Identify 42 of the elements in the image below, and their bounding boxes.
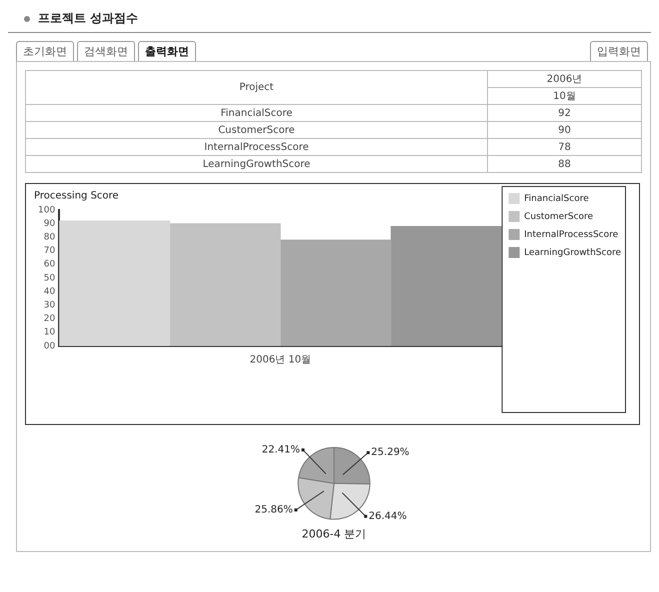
chart-title: Processing Score — [34, 190, 119, 202]
text: 10월 — [488, 88, 642, 104]
bar — [59, 220, 170, 346]
y-tick-label: 20 — [44, 314, 56, 324]
tab: 출력화면 — [138, 41, 196, 61]
data-label: 22.41% — [261, 444, 300, 456]
category-label: FinancialScore — [26, 104, 488, 122]
category-label: CustomerScore — [26, 122, 488, 138]
tab: 입력화면 — [590, 41, 648, 61]
y-tick-label: 60 — [44, 260, 56, 270]
y-tick-label: 90 — [44, 218, 56, 229]
bar — [390, 226, 502, 346]
category-label: InternalProcessScore — [26, 138, 488, 156]
legend-label: LearningGrowthScore — [524, 248, 622, 258]
data-label: 90 — [488, 122, 642, 138]
legend-label: FinancialScore — [524, 194, 590, 204]
y-tick-label: 50 — [44, 273, 56, 284]
tab: 초기화면 — [16, 41, 74, 61]
x-tick-label: 2006년 10월 — [250, 354, 312, 366]
text: 2006년 — [488, 70, 642, 88]
legend-label: CustomerScore — [524, 212, 594, 222]
y-tick-label: 70 — [44, 246, 56, 256]
y-tick-label: 30 — [44, 300, 56, 311]
text: 프로젝트 성과점수 — [38, 10, 138, 27]
data-label: 26.44% — [368, 510, 406, 522]
category-label: LearningGrowthScore — [26, 156, 488, 172]
data-label: 88 — [488, 156, 642, 172]
data-label: 92 — [488, 104, 642, 122]
y-tick-label: 80 — [44, 232, 56, 243]
y-tick-label: 10 — [44, 328, 56, 338]
tab: 검색화면 — [77, 41, 135, 61]
data-label: 78 — [488, 138, 642, 156]
text: 2006-4 분기 — [301, 527, 366, 540]
y-tick-label: 100 — [38, 205, 56, 216]
bar — [169, 223, 281, 346]
y-tick-label: 40 — [44, 286, 56, 297]
data-label: 25.29% — [370, 447, 409, 458]
bar — [280, 240, 392, 346]
text: Project — [26, 70, 488, 104]
y-tick-label: 00 — [44, 341, 56, 352]
legend-label: InternalProcessScore — [524, 230, 619, 240]
data-label: 25.86% — [254, 504, 292, 516]
